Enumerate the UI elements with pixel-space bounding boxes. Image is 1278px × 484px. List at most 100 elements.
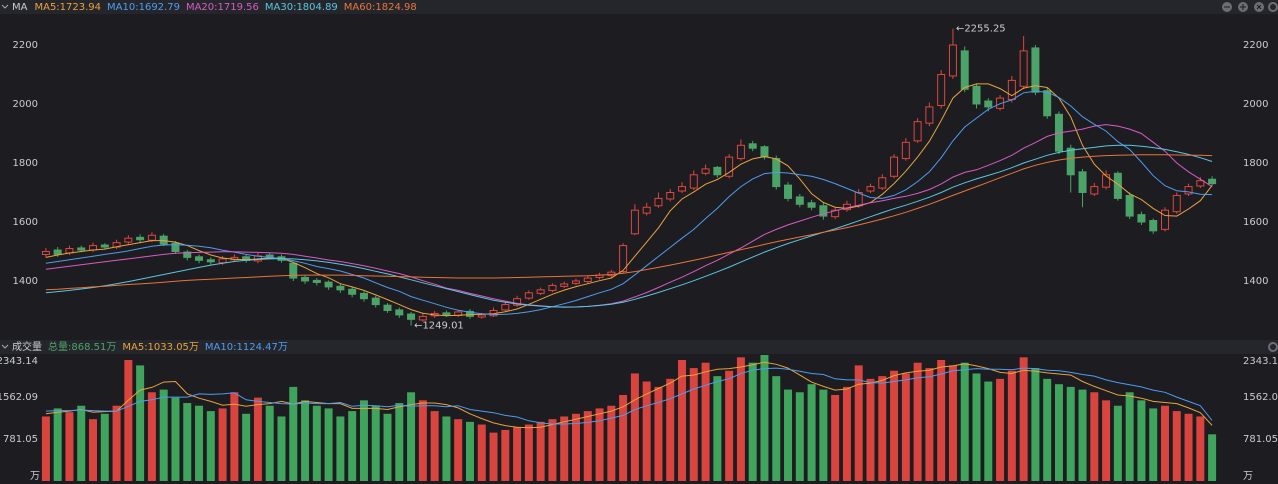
volume-bar [242,413,251,481]
volume-bar [195,405,204,481]
candle-body [666,191,675,200]
candle-body [1102,174,1111,188]
volume-bar [571,413,580,481]
volume-bar [454,419,463,481]
candle-body [960,50,969,90]
volume-bar [795,392,804,481]
candle-body [348,288,357,295]
volume-bar [666,378,675,481]
volume-bar [583,411,592,481]
volume-bar [878,376,887,481]
volume-bar [1090,392,1099,481]
volume-bar [1007,370,1016,481]
volume-bar [265,405,274,481]
candle-body [642,206,651,214]
volume-bar [371,405,380,481]
volume-bar [713,376,722,481]
candle-body [418,315,427,321]
volume-bar [218,408,227,481]
volume-bar [689,368,698,481]
candle-body [1125,194,1134,217]
volume-bar [524,424,533,481]
volume-bar [100,413,109,481]
candle-body [1184,186,1193,195]
volume-bar [1102,400,1111,481]
candle-body [713,166,722,176]
volume-bar [253,397,262,481]
candle-body [312,279,321,283]
candle-body [630,209,639,235]
candle-body [124,237,133,243]
volume-bar [89,419,98,481]
candle-body [1160,209,1169,230]
volume-bar [548,419,557,481]
volume-bar [407,392,416,481]
volume-bar [890,370,899,481]
volume-bar [1031,368,1040,481]
volume-bar [1066,386,1075,481]
candle-body [784,184,793,199]
candle-body [1137,214,1146,223]
candle-body [866,186,875,192]
candle-body [100,244,109,248]
ma-line [45,90,1213,316]
collapse-icon[interactable] [1,344,9,349]
y-tick-label: 2000 [13,99,38,110]
candle-body [913,121,922,142]
volume-bar [513,427,522,481]
volume-bar [171,397,180,481]
volume-bar [678,360,687,481]
volume-bar [289,386,298,481]
volume-bar [984,381,993,481]
candle-body [984,100,993,108]
volume-bar [807,384,816,481]
ma-line [45,124,1213,308]
legend-item: MA20:1719.56 [186,2,259,13]
volume-bar [937,360,946,481]
volume-tick-label: 2343.14 [0,356,38,367]
volume-bar [1054,384,1063,481]
volume-bar [465,421,474,481]
candle-body [359,292,368,300]
candle-body [1066,147,1075,176]
ma-line [45,154,1213,291]
y-tick-label: 1800 [13,158,38,169]
candle-body [41,250,50,255]
y-tick-label: 1600 [13,217,38,228]
header-bar [0,0,1278,14]
volume-bar [701,362,710,481]
volume-bar [395,403,404,481]
volume-bar [1113,405,1122,481]
legend-item: MA5:1033.05万 [122,342,199,353]
volume-bar [1019,357,1028,481]
candle-body [1031,47,1040,93]
volume-bar [430,411,439,481]
candle-body [689,174,698,189]
volume-bar [925,368,934,481]
candle-body [171,242,180,252]
volume-bar [383,413,392,481]
volume-bar [183,403,192,481]
candle-body [1149,220,1158,232]
volume-bar [206,411,215,481]
volume-bar [784,389,793,481]
volume-bar [560,416,569,481]
candle-body [147,234,156,241]
y-tick-label: 1400 [13,276,38,287]
volume-bar [819,389,828,481]
window-controls[interactable] [1222,2,1278,352]
candle-body [654,197,663,207]
volume-bar [65,412,74,481]
collapse-icon[interactable] [1,4,9,9]
high-annotation: ←2255.25 [956,24,1006,35]
volume-bar [842,386,851,481]
legend-item: MA5:1723.94 [34,2,101,13]
volume-bar [301,400,310,481]
volume-bar [901,373,910,481]
candle-body [195,256,204,261]
candle-body [1208,178,1217,185]
volume-bar [1125,392,1134,481]
volume-bar [1208,434,1217,481]
candle-body [901,141,910,160]
volume-bar [913,362,922,481]
